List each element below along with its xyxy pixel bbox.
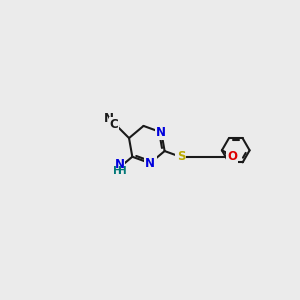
Text: N: N — [156, 126, 166, 139]
Text: N: N — [145, 157, 155, 170]
Text: S: S — [177, 151, 185, 164]
Text: H: H — [118, 166, 126, 176]
Text: N: N — [115, 158, 124, 171]
Text: H: H — [113, 166, 122, 176]
Text: O: O — [227, 151, 237, 164]
Text: C: C — [110, 118, 118, 131]
Text: N: N — [104, 112, 114, 125]
